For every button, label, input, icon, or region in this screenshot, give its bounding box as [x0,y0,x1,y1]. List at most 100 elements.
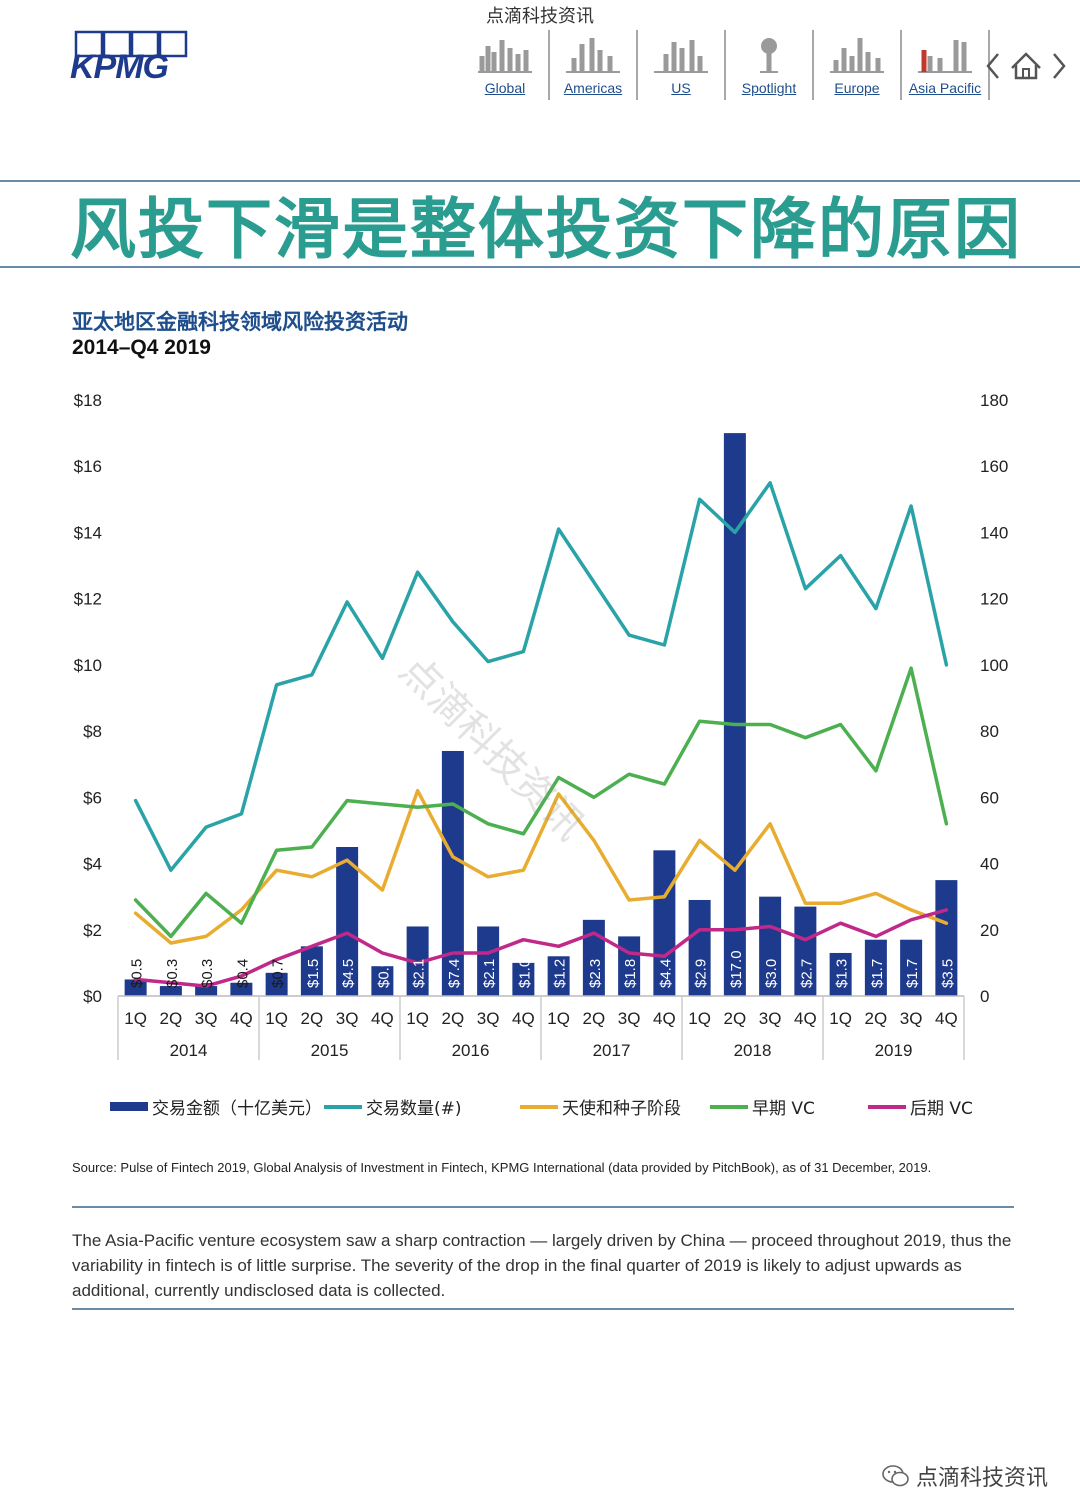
bar-data-label: $0.7 [270,959,287,988]
y-left-tick-label: $14 [74,523,102,542]
legend-item-deal-count: 交易数量(#) [324,1094,462,1119]
early-vc-line [133,666,949,939]
bar [900,939,923,996]
legend-label: 天使和种子阶段 [562,1099,681,1119]
bar [195,986,218,996]
legend-swatch-line [710,1104,748,1109]
deal-count-line [133,481,949,872]
x-tick-label: 1Q [829,1009,852,1028]
x-tick-label: 4Q [371,1009,394,1028]
y-left-tick-label: $6 [83,788,102,807]
wechat-icon [882,1465,909,1487]
home-icon[interactable] [1010,48,1042,84]
skyline-global-icon [478,40,532,73]
nav-item-americas[interactable]: Americas [550,30,638,100]
nav-item-label: US [671,80,691,96]
bar [829,952,852,996]
y-left-tick-label: $16 [74,457,102,476]
y-right-tick-label: 160 [980,457,1008,476]
legend-item-late-vc: 后期 VC [868,1094,973,1119]
bar-data-label: $0.4 [234,959,251,988]
bar-data-label: $2.7 [798,959,815,988]
x-tick-label: 1Q [124,1009,147,1028]
bottom-watermark-text: 点滴科技资讯 [915,1466,1048,1491]
y-right-tick-label: 20 [980,921,999,940]
nav-item-us[interactable]: US [638,30,726,100]
y-right-tick-label: 180 [980,391,1008,410]
legend-swatch-line [520,1104,558,1109]
bottom-watermark: 点滴科技资讯 [882,1460,1048,1492]
skyline-europe-icon [830,38,884,73]
bar [477,926,500,996]
x-year-label: 2015 [311,1041,349,1060]
x-tick-label: 1Q [406,1009,429,1028]
x-tick-label: 2Q [442,1009,465,1028]
header-rule-bottom [0,266,1080,268]
nav-item-europe[interactable]: Europe [814,30,902,100]
x-tick-label: 3Q [900,1009,923,1028]
y-right-tick-label: 60 [980,788,999,807]
x-year-label: 2018 [734,1041,772,1060]
y-right-tick-label: 100 [980,656,1008,675]
x-tick-label: 2Q [724,1009,747,1028]
bar [723,433,746,997]
bar [759,896,782,996]
chevron-left-icon[interactable] [982,48,1004,84]
bar-data-label: $1.2 [552,959,569,988]
logo-text: KPMG [70,48,169,84]
bar [794,906,817,996]
bar-data-label: $1.8 [622,959,639,988]
legend-item-deal-value: 交易金额（十亿美元） [110,1094,322,1119]
bar [547,956,570,996]
legend-item-early-vc: 早期 VC [710,1094,815,1119]
top-watermark: 点滴科技资讯 [486,6,594,27]
y-left-tick-label: $8 [83,722,102,741]
commentary-paragraph: The Asia-Pacific venture ecosystem saw a… [72,1231,1012,1300]
chevron-right-icon[interactable] [1048,48,1070,84]
nav-controls [982,48,1072,84]
spotlight-icon [760,38,778,73]
x-tick-label: 3Q [618,1009,641,1028]
skyline-us-icon [654,40,708,73]
nav-item-label: Global [484,80,526,96]
y-left-tick-label: $0 [83,987,102,1006]
nav-item-global[interactable]: Global [462,30,550,100]
bar [371,966,394,996]
legend-swatch-line [868,1104,906,1109]
bar [935,880,958,996]
x-year-label: 2014 [170,1041,208,1060]
x-tick-label: 4Q [794,1009,817,1028]
chart-source: Source: Pulse of Fintech 2019, Global An… [72,1160,932,1175]
chart-legend: 交易金额（十亿美元） 交易数量(#) 天使和种子阶段 早期 VC 后期 VC [110,1094,1010,1120]
nav-item-label: Asia Pacific [908,80,982,96]
bar-data-label: $1.3 [834,959,851,988]
bar-data-label: $17.0 [728,950,745,988]
bar [864,939,887,996]
bar-data-label: $0.9 [375,959,392,988]
y-left-tick-label: $4 [83,855,102,874]
x-tick-label: 3Q [336,1009,359,1028]
skyline-americas-icon [566,38,620,73]
x-tick-label: 1Q [265,1009,288,1028]
x-tick-label: 2Q [301,1009,324,1028]
bar [688,899,711,996]
bar-data-label: $2.1 [481,959,498,988]
bar [159,986,182,996]
bar-data-label: $0.3 [199,959,216,988]
kpmg-logo[interactable]: KPMG [70,30,194,86]
bar-data-label: $0.5 [129,959,146,988]
bar-data-label: $7.4 [446,959,463,988]
bar-data-label: $2.9 [693,959,710,988]
bar [230,982,253,996]
x-year-label: 2019 [875,1041,913,1060]
nav-item-asia-pacific[interactable]: Asia Pacific [902,30,990,100]
nav-item-label: Spotlight [741,80,797,96]
paragraph-rule-top [72,1206,1014,1208]
bar-data-label: $2.1 [411,959,428,988]
nav-item-spotlight[interactable]: Spotlight [726,30,814,100]
chart-subtitle: 2014–Q4 2019 [72,336,211,359]
bar-data-label: $1.0 [516,959,533,988]
y-left-tick-label: $10 [74,656,102,675]
bar [265,972,288,996]
paragraph-rule-bottom [72,1308,1014,1310]
